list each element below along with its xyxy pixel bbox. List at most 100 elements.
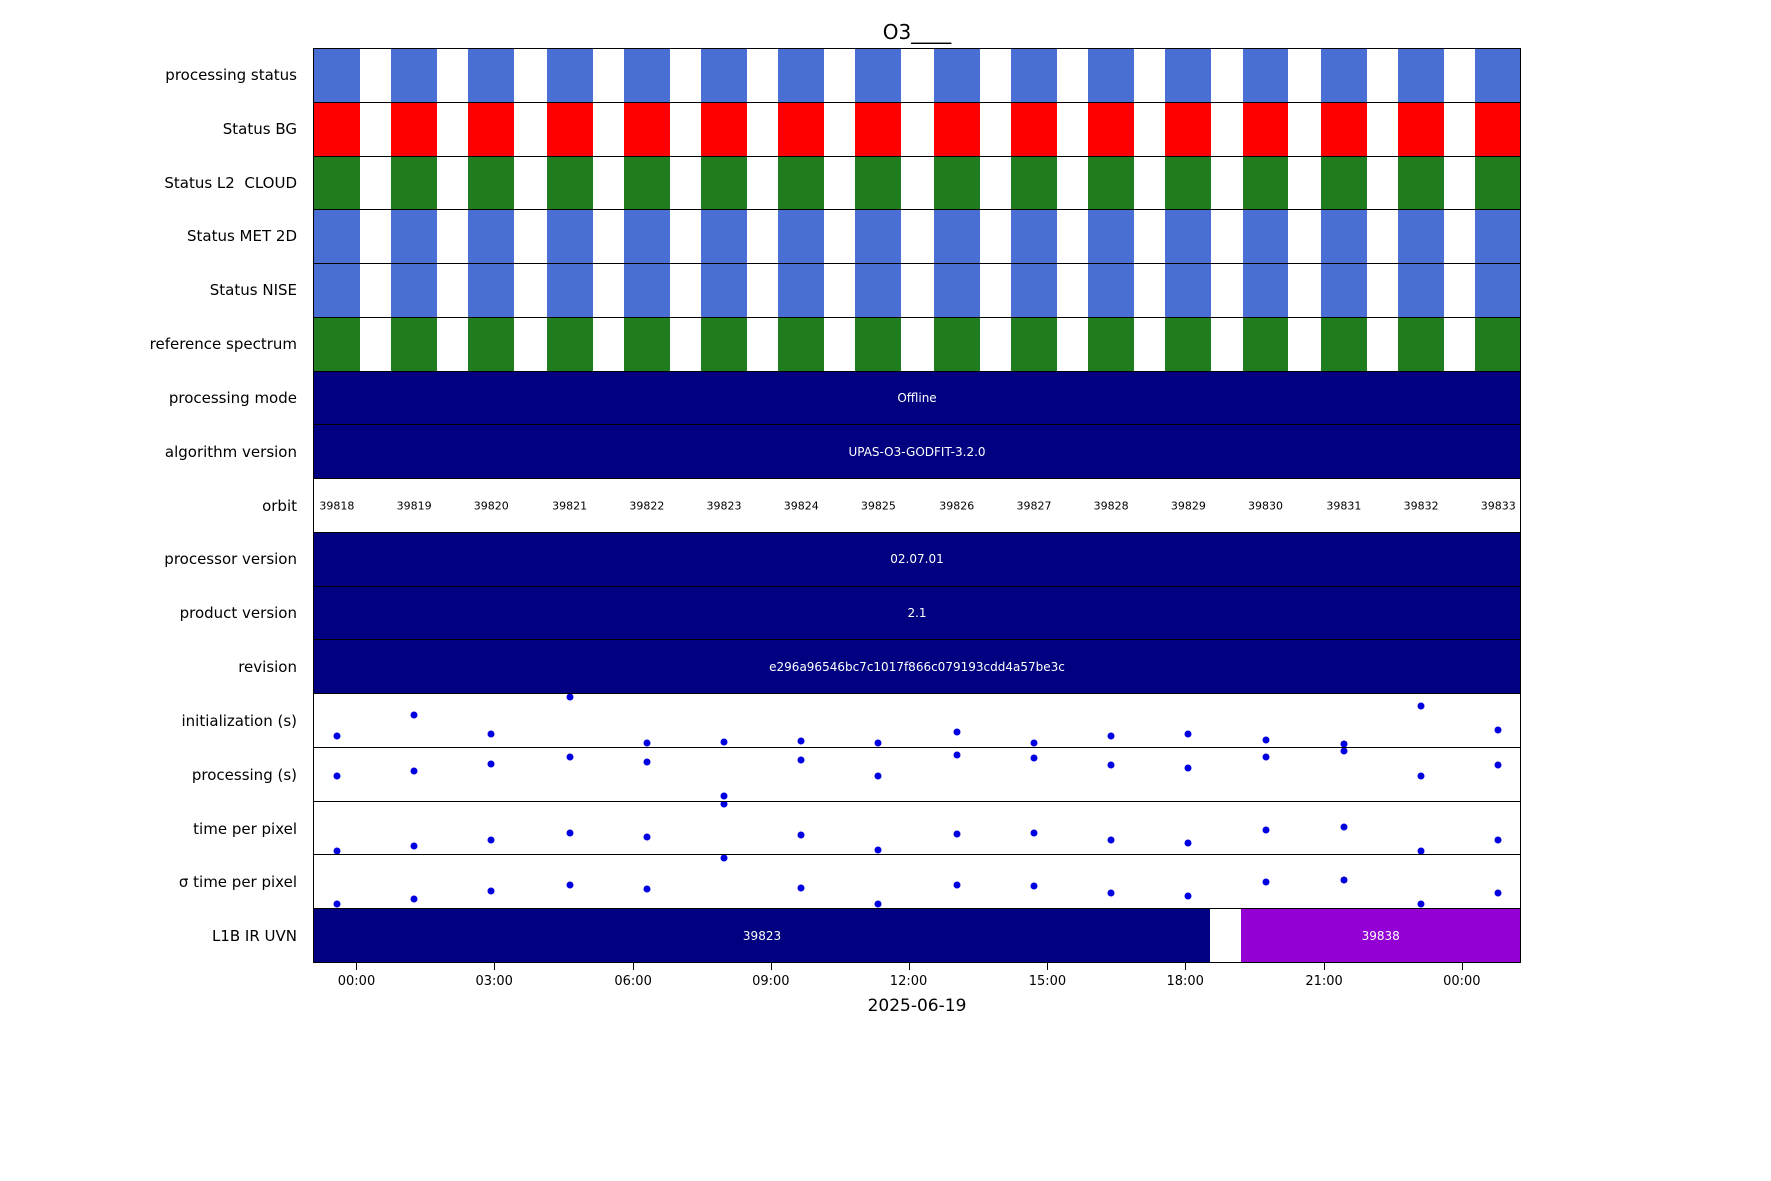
row-time-per-pixel [314, 801, 1520, 856]
row-label-processor-version: processor version [164, 550, 297, 569]
data-point [487, 836, 495, 844]
value-bar-product-version: 2.1 [314, 586, 1520, 640]
data-point [566, 829, 574, 837]
status-block [1398, 317, 1444, 371]
data-point [1107, 889, 1115, 897]
x-axis-label: 2025-06-19 [867, 996, 967, 1016]
x-tick-mark [633, 963, 635, 970]
status-block [933, 317, 980, 371]
data-point [566, 694, 574, 701]
data-point [1184, 892, 1192, 900]
row-status-bg [314, 102, 1520, 157]
x-tick-label: 00:00 [337, 974, 376, 989]
status-block [778, 264, 825, 317]
data-point [1262, 878, 1270, 886]
status-block [468, 49, 515, 102]
x-tick-mark [908, 963, 910, 970]
status-block [546, 49, 593, 102]
x-tick-label: 06:00 [614, 974, 652, 989]
status-block [1475, 102, 1520, 156]
status-block [1475, 156, 1520, 210]
status-block [855, 264, 902, 317]
orbit-number: 39821 [552, 499, 588, 512]
granule-segment: 39823 [314, 909, 1211, 963]
data-point [410, 895, 418, 903]
data-point [1030, 829, 1038, 837]
data-point [1417, 900, 1425, 908]
row-label-revision: revision [238, 658, 297, 677]
value-bar-processing-mode: Offline [314, 371, 1520, 425]
status-block [1321, 317, 1367, 371]
x-tick-mark [770, 963, 772, 970]
data-point [487, 760, 495, 768]
row-processor-version: 02.07.01 [314, 532, 1520, 587]
status-block [933, 102, 980, 156]
status-block [1011, 210, 1057, 264]
status-block [1242, 317, 1289, 371]
orbit-number: 39832 [1403, 499, 1439, 512]
data-point [333, 847, 341, 855]
row-label-orbit: orbit [262, 496, 297, 515]
data-point [797, 756, 805, 764]
status-block [1165, 156, 1212, 210]
data-point [1417, 847, 1425, 855]
status-block [468, 102, 515, 156]
status-block [546, 210, 593, 264]
status-block [546, 102, 593, 156]
data-point [1030, 754, 1038, 762]
status-block [314, 102, 360, 156]
x-tick-label: 09:00 [752, 974, 790, 989]
status-block [933, 210, 980, 264]
data-point [1184, 764, 1192, 772]
data-point [1030, 739, 1038, 747]
status-block [1088, 264, 1135, 317]
orbit-number: 39826 [939, 499, 975, 512]
status-block [1011, 317, 1057, 371]
plot-area: Offline UPAS-O3-GODFIT-3.2.0 39818 39819 398… [313, 48, 1521, 963]
data-point [1107, 761, 1115, 769]
data-point [566, 881, 574, 888]
data-point [1494, 761, 1502, 769]
status-block [855, 317, 902, 371]
data-point [720, 855, 728, 862]
status-block [546, 264, 593, 317]
data-point [1030, 882, 1038, 890]
status-block [1242, 210, 1289, 264]
status-block [314, 264, 360, 317]
data-point [953, 751, 961, 759]
data-point [1340, 823, 1348, 831]
status-block [1398, 156, 1444, 210]
status-block [546, 317, 593, 371]
status-block [468, 264, 515, 317]
status-block [1475, 210, 1520, 264]
status-block [314, 210, 360, 264]
data-point [1184, 839, 1192, 847]
status-block [1088, 49, 1135, 102]
orbit-number: 39828 [1093, 499, 1129, 512]
value-bar-algorithm-version: UPAS-O3-GODFIT-3.2.0 [314, 425, 1520, 479]
row-l1b-ir-uvn: 39823 39838 [314, 909, 1520, 963]
status-block [314, 156, 360, 210]
status-block [701, 210, 747, 264]
status-block [391, 264, 437, 317]
status-block [1475, 317, 1520, 371]
data-point [487, 887, 495, 895]
data-point [1494, 726, 1502, 734]
status-block [855, 49, 902, 102]
status-block [1398, 264, 1444, 317]
status-block [391, 49, 437, 102]
data-point [566, 753, 574, 761]
status-block [778, 49, 825, 102]
status-block [1088, 156, 1135, 210]
status-block [623, 156, 670, 210]
data-point [1262, 753, 1270, 761]
x-tick-label: 21:00 [1305, 974, 1343, 989]
status-block [1475, 264, 1520, 317]
row-orbit: 39818 39819 39820 39821 39822 39823 39824 39825… [314, 479, 1520, 533]
status-block [1398, 49, 1444, 102]
x-tick-label: 12:00 [889, 974, 928, 989]
data-point [1494, 836, 1502, 844]
status-block [623, 210, 670, 264]
row-processing-mode: Offline [314, 371, 1520, 426]
status-block [855, 210, 902, 264]
